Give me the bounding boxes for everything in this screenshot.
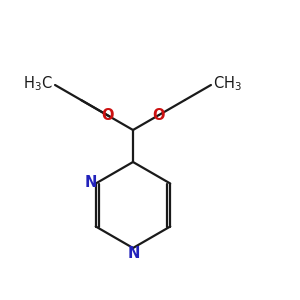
Text: $\mathregular{CH_3}$: $\mathregular{CH_3}$ bbox=[213, 75, 242, 93]
Text: $\mathregular{H_3C}$: $\mathregular{H_3C}$ bbox=[23, 75, 53, 93]
Text: O: O bbox=[153, 107, 165, 122]
Text: N: N bbox=[128, 247, 140, 262]
Text: O: O bbox=[101, 107, 113, 122]
Text: N: N bbox=[85, 175, 97, 190]
